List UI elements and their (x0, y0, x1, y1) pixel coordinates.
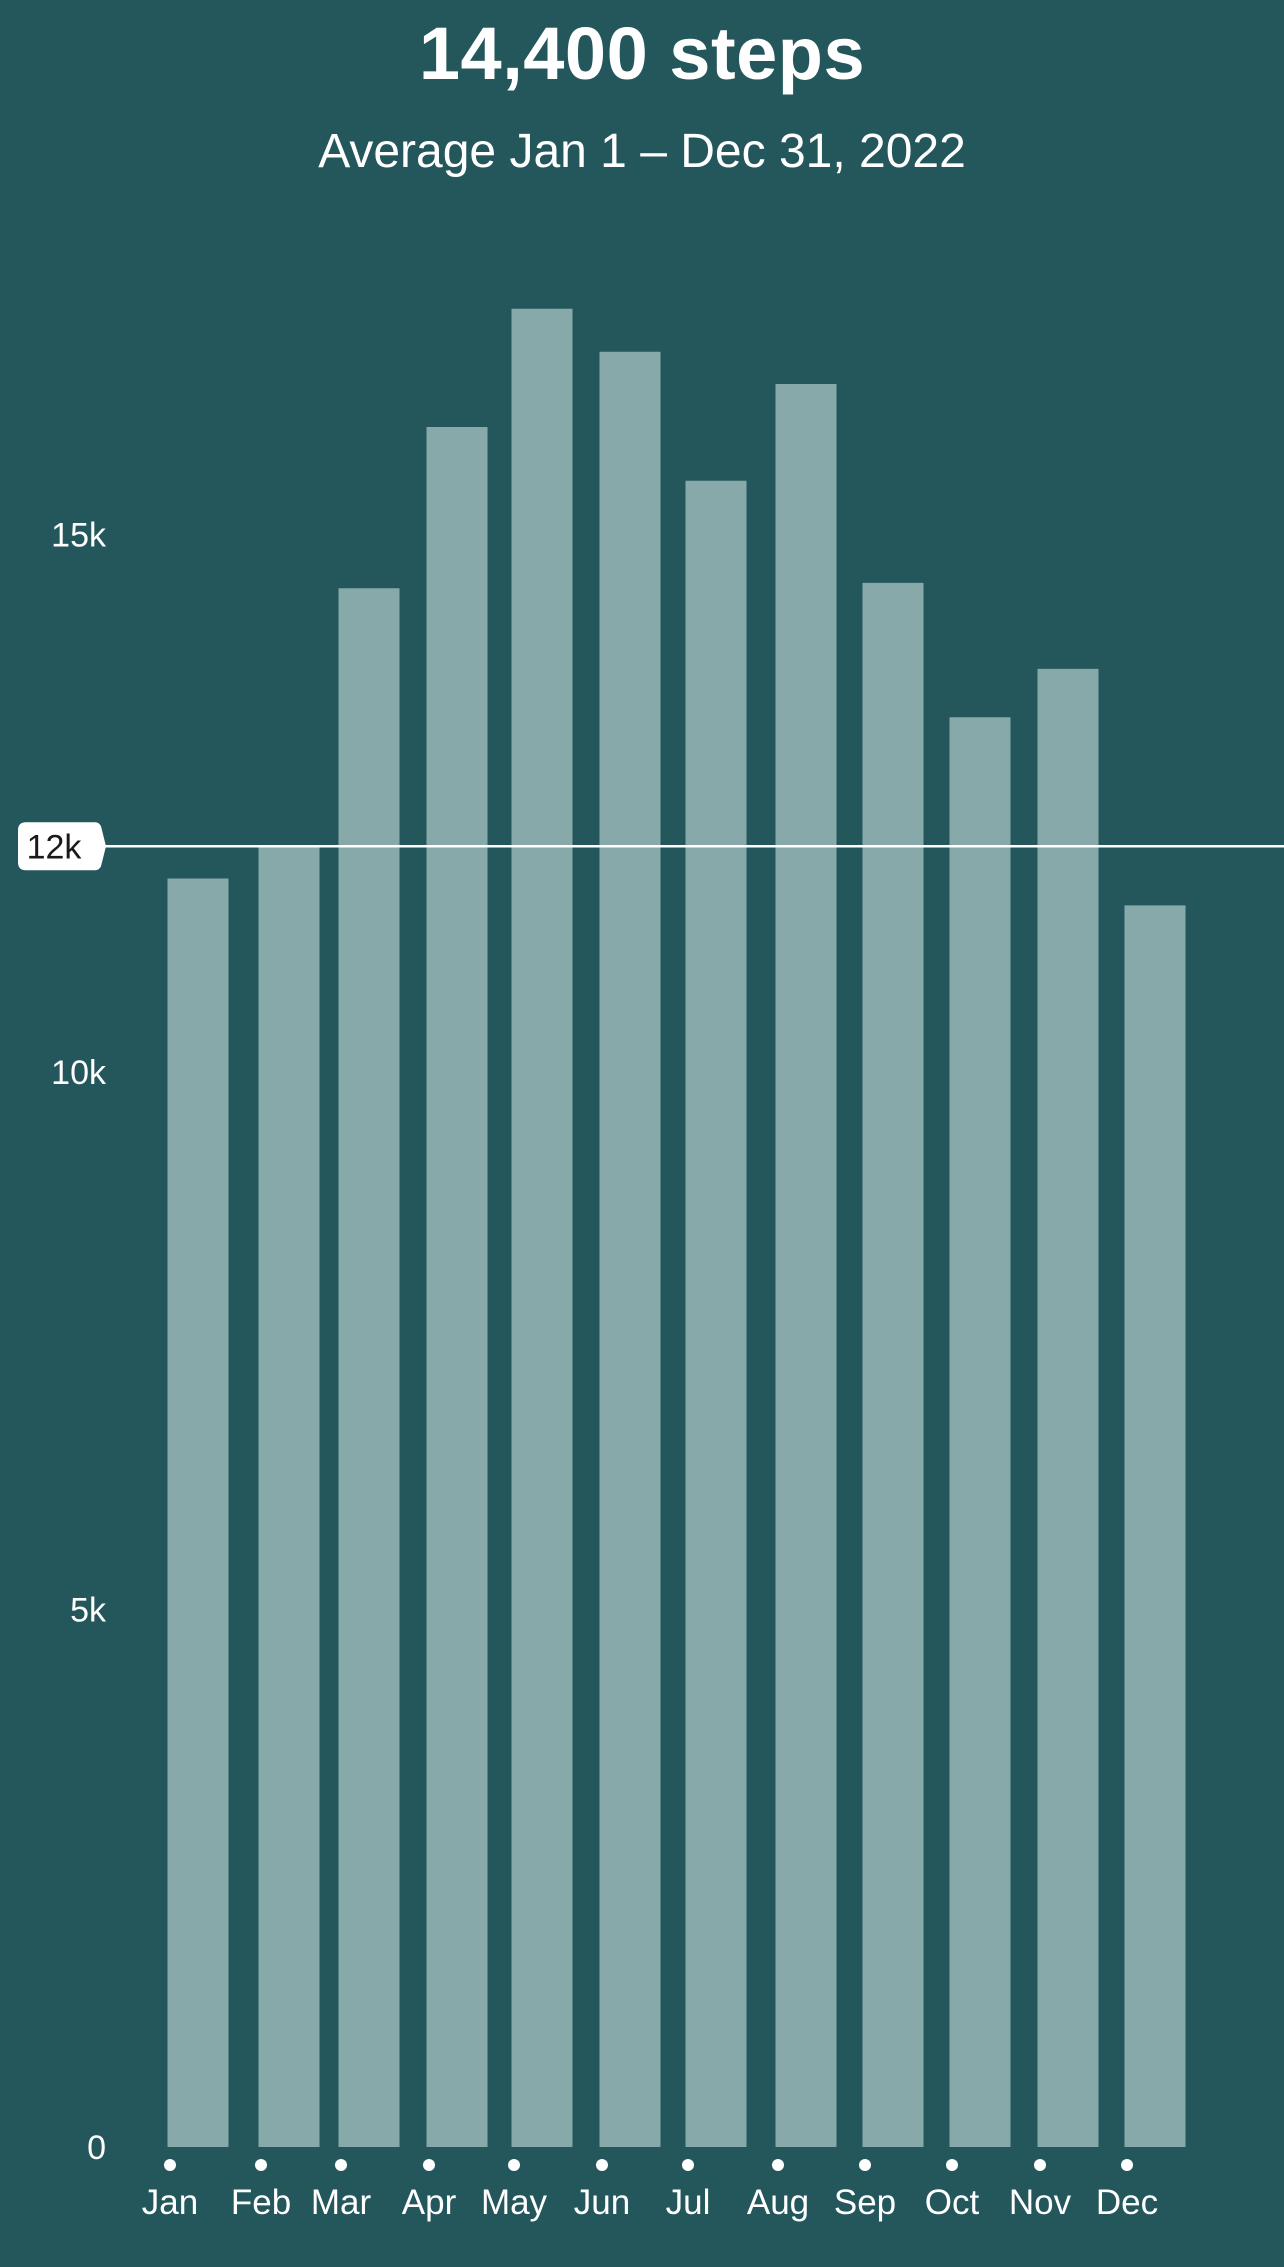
bar-mar[interactable] (338, 588, 400, 2147)
x-tick-dot (1034, 2159, 1046, 2171)
y-tick-label: 0 (87, 2129, 106, 2167)
x-tick-label: Jan (142, 2183, 198, 2222)
average-reference: 12k (18, 822, 1284, 871)
bar-nov[interactable] (1037, 668, 1099, 2147)
x-tick-dot (508, 2159, 520, 2171)
bar-feb[interactable] (258, 846, 320, 2147)
bar-jan[interactable] (167, 878, 229, 2148)
y-tick-label: 5k (70, 1592, 107, 1630)
bar-series (167, 308, 1186, 2148)
x-tick-label: Jun (574, 2183, 630, 2222)
x-tick-dot (946, 2159, 958, 2171)
x-tick-label: Oct (925, 2183, 980, 2222)
chart-subtitle: Average Jan 1 – Dec 31, 2022 (318, 125, 966, 178)
bar-aug[interactable] (775, 384, 837, 2147)
x-tick-dot (335, 2159, 347, 2171)
x-tick-dot (423, 2159, 435, 2171)
bar-apr[interactable] (426, 427, 488, 2147)
y-tick-label: 10k (51, 1054, 107, 1092)
bar-dec[interactable] (1124, 905, 1186, 2147)
bar-sep[interactable] (862, 582, 924, 2147)
x-tick-label: Dec (1096, 2183, 1158, 2222)
x-tick-label: Sep (834, 2183, 896, 2222)
x-tick-dot (772, 2159, 784, 2171)
x-tick-label: Aug (747, 2183, 809, 2222)
x-tick-dot (682, 2159, 694, 2171)
y-axis: 0 5k 10k 15k (51, 517, 107, 2168)
bar-jun[interactable] (599, 351, 661, 2147)
x-axis: Jan Feb Mar Apr May Jun Jul Aug Sep Oct Nov Dec (142, 2159, 1158, 2222)
x-tick-label: Nov (1009, 2183, 1072, 2222)
bar-may[interactable] (511, 308, 573, 2147)
x-tick-dot (164, 2159, 176, 2171)
y-tick-label: 15k (51, 517, 107, 555)
average-badge-label: 12k (27, 828, 83, 866)
x-tick-label: Feb (231, 2183, 291, 2222)
bar-jul[interactable] (685, 480, 747, 2147)
x-tick-label: May (481, 2183, 548, 2222)
x-tick-dot (596, 2159, 608, 2171)
x-tick-dot (859, 2159, 871, 2171)
x-tick-dot (255, 2159, 267, 2171)
bar-oct[interactable] (949, 717, 1011, 2147)
chart-title: 14,400 steps (418, 12, 866, 95)
average-badge (18, 822, 106, 871)
x-tick-dot (1121, 2159, 1133, 2171)
x-tick-label: Jul (666, 2183, 711, 2222)
x-tick-label: Mar (311, 2183, 372, 2222)
x-tick-label: Apr (402, 2183, 457, 2222)
